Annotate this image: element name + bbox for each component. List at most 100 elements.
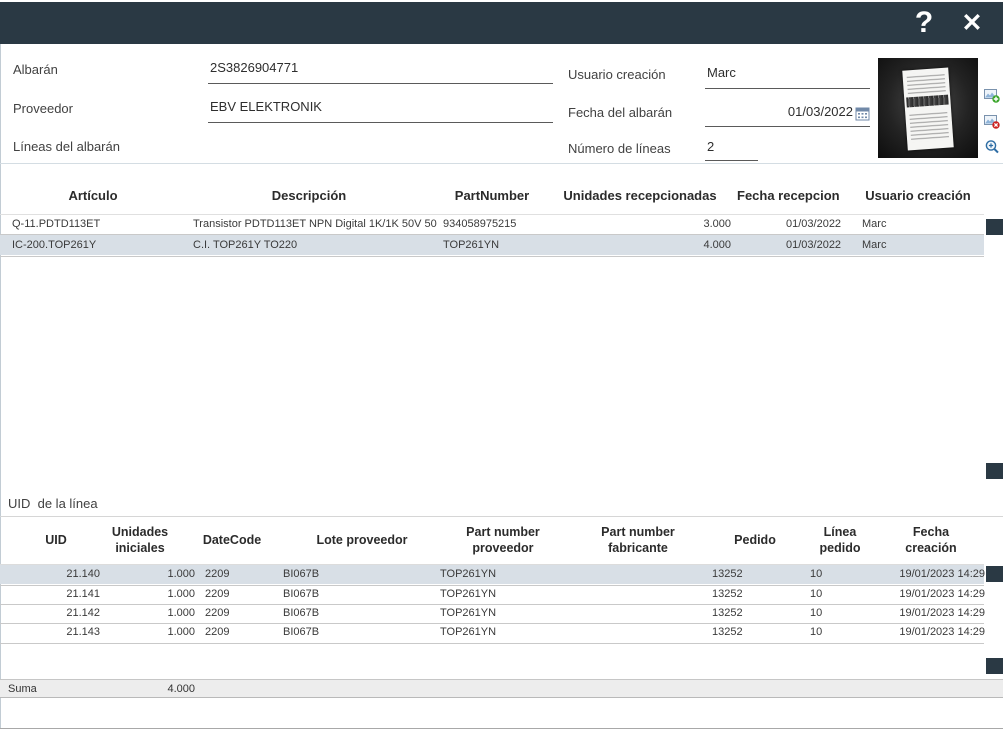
cell-pn-proveedor: TOP261YN	[440, 588, 497, 600]
cell-articulo: Q-11.PDTD113ET	[12, 218, 101, 230]
lines-table-scroll-handle-bottom[interactable]	[986, 463, 1003, 479]
calendar-icon[interactable]	[855, 106, 870, 121]
cell-fecha: 01/03/2022	[786, 239, 842, 251]
document-in-photo	[902, 67, 954, 151]
cell-datecode: 2209	[205, 626, 230, 638]
cell-usuario: Marc	[862, 239, 887, 251]
numero-lineas-underline	[705, 160, 758, 161]
col-uid: UID	[45, 532, 67, 547]
cell-linea-pedido: 10	[810, 588, 823, 600]
cell-articulo: IC-200.TOP261Y	[12, 239, 97, 251]
cell-partnumber: 934058975215	[443, 218, 517, 230]
numero-lineas-label: Número de líneas	[568, 141, 671, 156]
proveedor-input-underline	[208, 122, 553, 123]
cell-pedido: 13252	[712, 568, 743, 580]
cell-linea-pedido: 10	[810, 607, 823, 619]
col-usuario-creacion: Usuario creación	[865, 188, 971, 203]
cell-uid: 21.142	[66, 607, 100, 619]
fecha-input-underline	[705, 126, 870, 127]
cell-unidades-iniciales: 1.000	[167, 568, 195, 580]
suma-label: Suma	[8, 683, 37, 695]
usuario-input-underline	[705, 88, 870, 89]
cell-pedido: 13252	[712, 626, 743, 638]
lineas-section-label: Líneas del albarán	[13, 139, 120, 154]
albaran-value[interactable]: 2S3826904771	[210, 60, 299, 75]
cell-unidades-iniciales: 1.000	[167, 626, 195, 638]
form-separator-line	[0, 163, 1003, 164]
suma-value: 4.000	[167, 683, 195, 695]
col-unidades-recepcionadas: Unidades recepcionadas	[563, 188, 717, 203]
proveedor-label: Proveedor	[13, 101, 73, 116]
col-fecha-creacion: Fecha creación	[905, 524, 957, 555]
usuario-creacion-label: Usuario creación	[568, 67, 666, 82]
cell-linea-pedido: 10	[810, 626, 823, 638]
add-image-icon[interactable]	[984, 87, 1000, 103]
col-unidades-iniciales: Unidades iniciales	[111, 524, 169, 555]
cell-linea-pedido: 10	[810, 568, 823, 580]
col-linea-pedido: Línea pedido	[819, 524, 861, 555]
cell-datecode: 2209	[205, 588, 230, 600]
albaran-photo-thumbnail[interactable]	[878, 58, 978, 158]
albaran-label: Albarán	[13, 62, 58, 77]
cell-uid: 21.143	[66, 626, 100, 638]
cell-usuario: Marc	[862, 218, 887, 230]
cell-unidades: 4.000	[703, 239, 731, 251]
cell-partnumber: TOP261YN	[443, 239, 500, 251]
lines-table-row-2-selected[interactable]: IC-200.TOP261Y C.I. TOP261Y TO220 TOP261…	[0, 235, 984, 255]
proveedor-value[interactable]: EBV ELEKTRONIK	[210, 99, 322, 114]
cell-datecode: 2209	[205, 607, 230, 619]
col-descripcion: Descripción	[271, 188, 347, 203]
uid-table-row-1-selected[interactable]: 21.140 1.000 2209 BI067B TOP261YN 13252 …	[0, 565, 985, 584]
col-articulo: Artículo	[68, 188, 118, 203]
cell-lote: BI067B	[283, 568, 320, 580]
cell-pn-proveedor: TOP261YN	[440, 626, 497, 638]
numero-lineas-value[interactable]: 2	[707, 139, 715, 154]
suma-row: Suma 4.000	[0, 679, 1003, 698]
cell-pedido: 13252	[712, 588, 743, 600]
lines-table-scroll-handle-top[interactable]	[986, 219, 1003, 235]
cell-fecha-creacion: 19/01/2023 14:29	[899, 607, 985, 619]
col-fecha-recepcion: Fecha recepcion	[737, 188, 840, 203]
delete-image-icon[interactable]	[984, 113, 1000, 129]
uid-table-row-3[interactable]: 21.142 1.000 2209 BI067B TOP261YN 13252 …	[0, 605, 985, 623]
col-partnumber: PartNumber	[454, 188, 530, 203]
uid-table-row-2[interactable]: 21.141 1.000 2209 BI067B TOP261YN 13252 …	[0, 586, 985, 604]
cell-descripcion: Transistor PDTD113ET NPN Digital 1K/1K 5…	[193, 218, 437, 230]
uid-table-scroll-handle-top[interactable]	[986, 566, 1003, 582]
cell-lote: BI067B	[283, 607, 320, 619]
albaran-input-underline	[208, 83, 553, 84]
cell-lote: BI067B	[283, 626, 320, 638]
uid-section-separator	[0, 516, 1003, 517]
zoom-image-icon[interactable]	[984, 139, 1000, 155]
cell-fecha-creacion: 19/01/2023 14:29	[899, 568, 985, 580]
col-pn-fabricante: Part number fabricante	[601, 524, 675, 555]
cell-lote: BI067B	[283, 588, 320, 600]
cell-pn-proveedor: TOP261YN	[440, 607, 497, 619]
cell-unidades-iniciales: 1.000	[167, 588, 195, 600]
col-lote-proveedor: Lote proveedor	[316, 532, 408, 547]
cell-fecha-creacion: 19/01/2023 14:29	[899, 588, 985, 600]
col-pn-proveedor: Part number proveedor	[466, 524, 540, 555]
cell-uid: 21.140	[66, 568, 100, 580]
uid-table-row-4[interactable]: 21.143 1.000 2209 BI067B TOP261YN 13252 …	[0, 624, 985, 642]
fecha-albaran-label: Fecha del albarán	[568, 105, 673, 120]
cell-unidades: 3.000	[703, 218, 731, 230]
cell-unidades-iniciales: 1.000	[167, 607, 195, 619]
cell-pedido: 13252	[712, 607, 743, 619]
close-button[interactable]: ✕	[961, 9, 983, 37]
lines-table-row-1[interactable]: Q-11.PDTD113ET Transistor PDTD113ET NPN …	[0, 215, 984, 234]
uid-section-title: UID de la línea	[8, 496, 98, 511]
uid-table-scroll-handle-bottom[interactable]	[986, 658, 1003, 674]
usuario-creacion-value[interactable]: Marc	[707, 65, 736, 80]
col-datecode: DateCode	[202, 532, 262, 547]
cell-fecha: 01/03/2022	[786, 218, 842, 230]
cell-uid: 21.141	[66, 588, 100, 600]
window-left-border	[0, 44, 1, 728]
cell-datecode: 2209	[205, 568, 230, 580]
cell-pn-proveedor: TOP261YN	[440, 568, 497, 580]
help-button[interactable]: ?	[914, 6, 934, 39]
fecha-albaran-value[interactable]: 01/03/2022	[787, 104, 853, 119]
col-pedido: Pedido	[734, 532, 776, 547]
cell-fecha-creacion: 19/01/2023 14:29	[899, 626, 985, 638]
